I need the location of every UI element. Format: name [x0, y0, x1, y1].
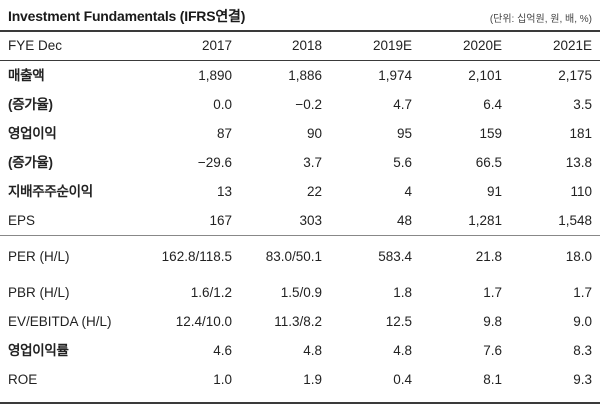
table-cell: 1.9	[303, 371, 322, 387]
table-cell: 13.8	[565, 154, 592, 170]
table-row: 지배주주순이익 13 22 4 91 110	[0, 177, 600, 206]
row-label: ROE	[8, 371, 38, 387]
table-cell: 303	[299, 212, 322, 228]
table-cell: 9.0	[573, 313, 592, 329]
table-cell: 1.7	[483, 284, 502, 300]
row-label: 지배주주순이익	[8, 183, 93, 199]
table-cell: 1,281	[468, 212, 502, 228]
table-cell: 5.6	[393, 154, 412, 170]
table-cell: 162.8/118.5	[150, 235, 240, 278]
table-cell: 87	[216, 125, 232, 141]
row-label: 영업이익률	[8, 342, 69, 358]
table-cell: 18.0	[510, 235, 600, 278]
table-cell: 1.7	[573, 284, 592, 300]
table-cell: 1.6/1.2	[190, 284, 232, 300]
table-cell: −29.6	[197, 154, 232, 170]
table-cell: 1,974	[378, 67, 412, 83]
table-cell: 6.4	[483, 96, 502, 112]
table-row: (증가율) 0.0 −0.2 4.7 6.4 3.5	[0, 90, 600, 119]
table-cell: 4.6	[213, 342, 232, 358]
table-cell: 4.7	[393, 96, 412, 112]
table-cell: 1,548	[558, 212, 592, 228]
table-cell: 95	[396, 125, 412, 141]
table-cell: 7.6	[483, 342, 502, 358]
table-cell: 91	[486, 183, 502, 199]
column-header: FYE Dec	[0, 32, 150, 61]
bottom-rule	[0, 402, 600, 404]
top-rule	[0, 30, 600, 32]
table-row: PBR (H/L) 1.6/1.2 1.5/0.9 1.8 1.7 1.7	[0, 278, 600, 307]
table-cell: 167	[209, 212, 232, 228]
row-label: (증가율)	[8, 96, 53, 112]
table-cell: 1.0	[213, 371, 232, 387]
column-header: 2019E	[330, 32, 420, 61]
table-row: 매출액 1,890 1,886 1,974 2,101 2,175	[0, 61, 600, 91]
table-cell: 0.4	[393, 371, 412, 387]
row-label: EPS	[8, 212, 36, 228]
column-header: 2017	[150, 32, 240, 61]
header-row: FYE Dec 2017 2018 2019E 2020E 2021E	[0, 32, 600, 61]
table-cell: 8.3	[573, 342, 592, 358]
column-header: 2018	[240, 32, 330, 61]
table-row: ROE 1.0 1.9 0.4 8.1 9.3	[0, 365, 600, 394]
table-cell: 12.5	[385, 313, 412, 329]
table-cell: 90	[306, 125, 322, 141]
row-label: (증가율)	[8, 154, 53, 170]
table-cell: 0.0	[213, 96, 232, 112]
table-cell: 4.8	[393, 342, 412, 358]
table-cell: 110	[570, 183, 592, 199]
table-row: (증가율) −29.6 3.7 5.6 66.5 13.8	[0, 148, 600, 177]
table-cell: 583.4	[330, 235, 420, 278]
table-cell: 2,101	[468, 67, 502, 83]
table-cell: 83.0/50.1	[240, 235, 330, 278]
table-cell: 1.5/0.9	[280, 284, 322, 300]
column-header: 2020E	[420, 32, 510, 61]
table-cell: 13	[216, 183, 232, 199]
table-cell: 2,175	[558, 67, 592, 83]
row-label: 영업이익	[8, 125, 57, 141]
table-cell: 1,890	[198, 67, 232, 83]
table-cell: 12.4/10.0	[175, 313, 232, 329]
row-label: PBR (H/L)	[8, 284, 70, 300]
table-row: EV/EBITDA (H/L) 12.4/10.0 11.3/8.2 12.5 …	[0, 307, 600, 336]
title-bar: Investment Fundamentals (IFRS연결) (단위: 십억…	[0, 0, 600, 30]
table-cell: 3.7	[303, 154, 322, 170]
table-cell: 3.5	[573, 96, 592, 112]
table-row: PER (H/L) 162.8/118.5 83.0/50.1 583.4 21…	[0, 235, 600, 278]
table-row: 영업이익률 4.6 4.8 4.8 7.6 8.3	[0, 336, 600, 365]
table-cell: 8.1	[483, 371, 502, 387]
table-cell: 48	[396, 212, 412, 228]
table-title: Investment Fundamentals (IFRS연결)	[8, 8, 246, 24]
table-cell: 1,886	[288, 67, 322, 83]
table-cell: 4	[404, 183, 412, 199]
column-header: 2021E	[510, 32, 600, 61]
row-label: EV/EBITDA (H/L)	[8, 313, 112, 329]
table-cell: 9.3	[573, 371, 592, 387]
fundamentals-table: FYE Dec 2017 2018 2019E 2020E 2021E 매출액 …	[0, 32, 600, 394]
table-row: EPS 167 303 48 1,281 1,548	[0, 206, 600, 236]
table-cell: 4.8	[303, 342, 322, 358]
table-cell: 21.8	[420, 235, 510, 278]
table-cell: −0.2	[295, 96, 322, 112]
table-cell: 66.5	[475, 154, 502, 170]
table-cell: 181	[569, 125, 592, 141]
table-row: 영업이익 87 90 95 159 181	[0, 119, 600, 148]
table-cell: 159	[479, 125, 502, 141]
row-label: PER (H/L)	[0, 235, 150, 278]
table-cell: 22	[306, 183, 322, 199]
row-label: 매출액	[8, 67, 45, 83]
table-cell: 1.8	[393, 284, 412, 300]
unit-note: (단위: 십억원, 원, 배, %)	[489, 14, 592, 25]
table-cell: 9.8	[483, 313, 502, 329]
table-cell: 11.3/8.2	[274, 313, 322, 329]
